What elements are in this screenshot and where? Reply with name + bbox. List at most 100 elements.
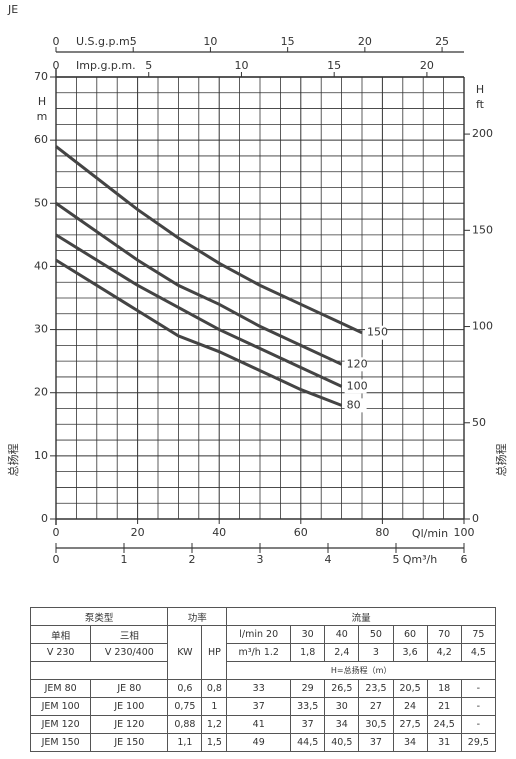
y-tick-label: 50 [34,196,48,209]
flow: 70 [426,625,462,644]
flow: 75 [460,625,497,644]
flow: 20 [266,629,279,640]
table-body: JEM 80 JE 80 0,6 0,8 33 29 26,5 23,5 20,5 18- JEM … [29,679,497,752]
label-bg [344,379,367,394]
y2-tick-label: 100 [472,320,493,333]
y-label: H [38,95,46,108]
flow: 30 [290,625,326,644]
y2-tick-label: 150 [472,223,493,236]
flow: 2,4 [324,643,360,662]
chart: JE 总扬程 总扬程 H m H ft Ql/min Qm³/h 0 20 40 60… [6,3,508,566]
top-tick-label: 5 [145,59,152,72]
cell: JEM 80 [29,679,92,698]
x2-label: Qm³/h [403,553,437,566]
label-bg [365,325,387,340]
top-tick-label: 15 [281,35,295,48]
spec-table: 泵类型 功率 流量 单相 三相 KW HP l/min 20 30 40 50 60 7… [29,607,497,752]
label-bg [344,398,367,413]
curve-label: 80 [347,398,361,411]
cell: 21 [426,697,462,716]
top-axis-label: U.S.g.p.m. [76,35,133,48]
flow: 3,6 [392,643,428,662]
cell: 29,5 [460,733,497,752]
th: m³/h 1.2 [226,643,292,662]
table-row: JEM 100 JE 100 0,75 1 37 33,5 30 27 24 21- [29,697,497,716]
bottom2-tick-label: 2 [189,553,196,566]
flow: 50 [358,625,394,644]
bottom2-tick-label: 5 [393,553,400,566]
flow: 4,2 [426,643,462,662]
th: l/min 20 [226,625,292,644]
cell: 1,1 [167,733,203,752]
th: HP [201,625,228,680]
curve [55,258,343,407]
cell: 49 [226,733,292,752]
y-tick-label: 30 [34,323,48,336]
x-label: Ql/min [412,527,448,540]
y2-label: H [476,83,484,96]
bottom2-tick-label: 0 [53,553,60,566]
cell: JEM 120 [29,715,92,734]
chart-title: JE [7,3,18,16]
cell: JE 100 [90,697,169,716]
th: 泵类型 [29,607,169,626]
y2-tick-label: 200 [472,127,493,140]
curve-label: 100 [347,379,368,392]
x-tick-label: 60 [294,526,308,539]
curve [55,202,343,366]
cell: JE 150 [90,733,169,752]
unit: l/min [239,629,264,640]
bottom2-tick-label: 3 [257,553,264,566]
cell: 40,5 [324,733,360,752]
cell: JE 120 [90,715,169,734]
y-label-unit: m [37,110,48,123]
cell: 29 [290,679,326,698]
cell: 0,88 [167,715,203,734]
cell: - [460,679,497,698]
top-tick-label: 0 [53,59,60,72]
side-label: 总扬程 [6,444,20,477]
cell: 27 [358,697,394,716]
y-tick-label: 60 [34,133,48,146]
cell: 0,75 [167,697,203,716]
th: V 230/400 [90,643,169,662]
cell: - [460,697,497,716]
flow: 3 [358,643,394,662]
cell: 34 [324,715,360,734]
top-tick-label: 5 [130,35,137,48]
flow: 1.2 [263,647,279,658]
flow: 40 [324,625,360,644]
cell: 37 [290,715,326,734]
x-tick-label: 40 [212,526,226,539]
th: 流量 [226,607,496,626]
y-tick-label: 70 [34,70,48,83]
cell: 30 [324,697,360,716]
curve-label: 120 [347,357,368,370]
cell: 20,5 [392,679,428,698]
top-tick-label: 15 [327,59,341,72]
y-tick-label: 10 [34,449,48,462]
th: H=总扬程（m） [226,661,496,680]
top-tick-label: 25 [435,35,449,48]
cell: 18 [426,679,462,698]
cell: 44,5 [290,733,326,752]
cell: JEM 150 [29,733,92,752]
th: KW [167,625,203,680]
th: 功率 [167,607,228,626]
y-tick-label: 0 [41,512,48,525]
table-row: JEM 80 JE 80 0,6 0,8 33 29 26,5 23,5 20,5 18- [29,679,497,698]
cell: 34 [392,733,428,752]
side-label: 总扬程 [494,444,508,477]
cell: 1,2 [201,715,228,734]
y2-tick-label: 50 [472,416,486,429]
flow: 60 [392,625,428,644]
cell: 37 [226,697,292,716]
label-bg [344,357,367,372]
y2-tick-label: 0 [472,512,479,525]
bottom2-tick-label: 4 [325,553,332,566]
top-axis-label: Imp.g.p.m. [76,59,136,72]
flow: 1,8 [290,643,326,662]
cell: 33,5 [290,697,326,716]
bottom2-tick-label: 6 [461,553,468,566]
cell: 24 [392,697,428,716]
